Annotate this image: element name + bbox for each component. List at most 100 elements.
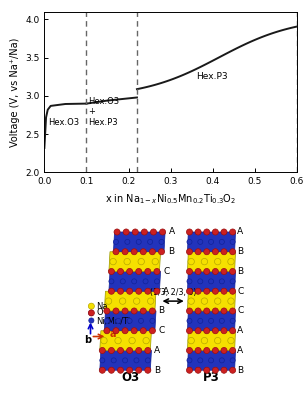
Circle shape [188, 298, 194, 304]
Polygon shape [188, 331, 236, 350]
Circle shape [113, 308, 119, 314]
Circle shape [132, 279, 137, 284]
Circle shape [188, 337, 194, 344]
Circle shape [123, 229, 129, 235]
Circle shape [99, 367, 105, 373]
Circle shape [99, 348, 105, 354]
Polygon shape [109, 271, 161, 291]
Text: Hex.O3: Hex.O3 [49, 118, 80, 126]
Circle shape [195, 288, 201, 294]
Circle shape [228, 298, 234, 304]
Circle shape [195, 367, 201, 373]
Circle shape [230, 348, 236, 354]
Circle shape [186, 367, 192, 373]
Circle shape [195, 229, 201, 235]
Circle shape [110, 258, 116, 265]
Circle shape [122, 308, 128, 314]
Polygon shape [188, 311, 236, 331]
Circle shape [204, 249, 210, 255]
Circle shape [221, 308, 227, 314]
Circle shape [221, 367, 227, 373]
Circle shape [188, 258, 194, 265]
Circle shape [204, 269, 210, 275]
Circle shape [155, 279, 159, 284]
Polygon shape [104, 311, 156, 331]
Circle shape [187, 239, 192, 245]
Circle shape [118, 348, 124, 354]
Circle shape [125, 239, 130, 245]
Circle shape [228, 337, 234, 344]
Circle shape [111, 358, 116, 363]
Circle shape [219, 279, 224, 284]
Polygon shape [100, 331, 151, 350]
Circle shape [131, 249, 137, 255]
Circle shape [201, 258, 208, 265]
Circle shape [113, 249, 119, 255]
Circle shape [127, 348, 133, 354]
Circle shape [198, 358, 203, 363]
Circle shape [114, 229, 120, 235]
Circle shape [136, 288, 142, 294]
Circle shape [104, 308, 110, 314]
Circle shape [187, 279, 192, 284]
Text: Na: Na [96, 302, 108, 311]
Circle shape [186, 308, 192, 314]
Circle shape [118, 367, 124, 373]
Circle shape [198, 239, 203, 245]
Text: B: B [168, 247, 174, 256]
Circle shape [195, 269, 201, 275]
Text: c: c [88, 308, 93, 318]
Polygon shape [188, 291, 236, 311]
Circle shape [88, 303, 94, 309]
Circle shape [151, 229, 156, 235]
Text: b: b [84, 335, 91, 345]
Circle shape [215, 258, 221, 265]
Circle shape [204, 288, 210, 294]
Circle shape [186, 288, 192, 294]
Circle shape [119, 298, 126, 304]
Circle shape [215, 298, 221, 304]
Circle shape [133, 298, 140, 304]
Circle shape [221, 328, 227, 334]
Circle shape [131, 308, 137, 314]
Circle shape [114, 239, 118, 245]
Circle shape [143, 279, 148, 284]
Circle shape [104, 318, 109, 324]
Circle shape [208, 318, 214, 324]
Text: Ni/Mn/Ti: Ni/Mn/Ti [96, 316, 131, 325]
Circle shape [136, 269, 142, 275]
Circle shape [187, 318, 192, 324]
Circle shape [136, 367, 142, 373]
Text: B: B [154, 366, 160, 375]
Circle shape [208, 358, 214, 363]
Text: A: A [237, 228, 243, 237]
Circle shape [154, 269, 160, 275]
Circle shape [122, 328, 128, 334]
Circle shape [230, 279, 235, 284]
Circle shape [108, 288, 114, 294]
Circle shape [204, 229, 210, 235]
Text: B: B [237, 247, 243, 256]
Circle shape [145, 348, 151, 354]
Text: O3: O3 [121, 371, 139, 384]
Circle shape [230, 249, 236, 255]
Circle shape [221, 269, 227, 275]
Circle shape [127, 318, 132, 324]
Circle shape [221, 348, 227, 354]
Circle shape [212, 328, 218, 334]
Circle shape [187, 358, 192, 363]
Circle shape [212, 249, 218, 255]
Circle shape [159, 249, 165, 255]
Circle shape [139, 318, 144, 324]
Circle shape [195, 308, 201, 314]
Circle shape [105, 298, 112, 304]
Circle shape [141, 229, 147, 235]
Circle shape [108, 269, 114, 275]
Polygon shape [114, 232, 165, 252]
Circle shape [201, 298, 208, 304]
Circle shape [122, 249, 128, 255]
Circle shape [230, 239, 235, 245]
Text: P3: P3 [203, 371, 219, 384]
Text: a: a [110, 329, 116, 339]
Circle shape [108, 367, 114, 373]
